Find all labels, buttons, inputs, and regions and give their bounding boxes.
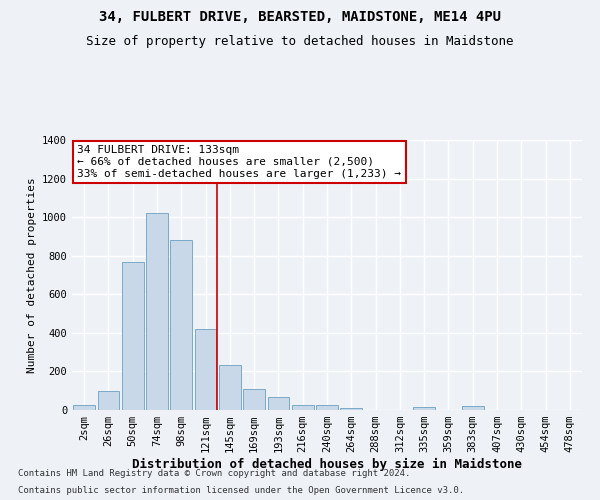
Bar xyxy=(97,390,119,410)
Text: 34, FULBERT DRIVE, BEARSTED, MAIDSTONE, ME14 4PU: 34, FULBERT DRIVE, BEARSTED, MAIDSTONE, … xyxy=(99,10,501,24)
Bar xyxy=(462,406,484,410)
Bar xyxy=(170,240,192,410)
Bar xyxy=(146,214,168,410)
Bar xyxy=(340,408,362,410)
Text: Contains HM Land Registry data © Crown copyright and database right 2024.: Contains HM Land Registry data © Crown c… xyxy=(18,468,410,477)
Text: Size of property relative to detached houses in Maidstone: Size of property relative to detached ho… xyxy=(86,35,514,48)
Bar xyxy=(194,329,217,410)
Bar xyxy=(413,407,435,410)
Bar xyxy=(219,364,241,410)
Bar xyxy=(316,405,338,410)
Bar xyxy=(73,405,95,410)
X-axis label: Distribution of detached houses by size in Maidstone: Distribution of detached houses by size … xyxy=(132,458,522,471)
Bar xyxy=(268,396,289,410)
Text: Contains public sector information licensed under the Open Government Licence v3: Contains public sector information licen… xyxy=(18,486,464,495)
Bar xyxy=(292,405,314,410)
Y-axis label: Number of detached properties: Number of detached properties xyxy=(26,177,37,373)
Bar xyxy=(122,262,143,410)
Text: 34 FULBERT DRIVE: 133sqm
← 66% of detached houses are smaller (2,500)
33% of sem: 34 FULBERT DRIVE: 133sqm ← 66% of detach… xyxy=(77,146,401,178)
Bar xyxy=(243,389,265,410)
